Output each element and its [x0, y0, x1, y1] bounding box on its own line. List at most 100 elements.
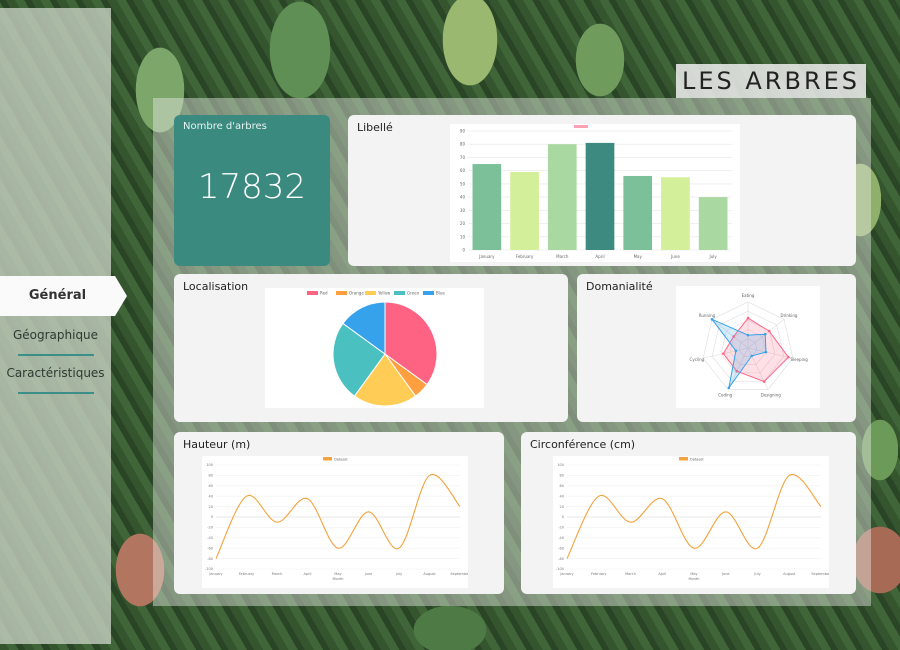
radar-axis-label: Drinking [781, 313, 798, 318]
radar-point [710, 318, 714, 321]
legend-swatch [394, 291, 405, 295]
localisation-title: Localisation [183, 280, 249, 293]
bar [623, 175, 653, 250]
libelle-bar-chart: 0 10 20 30 40 50 60 70 80 90 January February March A… [460, 125, 732, 259]
x-tick-label: January [559, 572, 573, 576]
localisation-pie-chart: Red Orange Yellow Green Blue [307, 291, 445, 407]
x-tick-label: August [423, 572, 436, 576]
radar-point [734, 349, 738, 353]
circonference-chart-area: Dataset -100 -80 -60 -40 -20 0 20 40 60 80 100 Janua… [553, 456, 831, 588]
y-tick-label: -40 [207, 536, 213, 540]
legend-swatch [365, 291, 376, 295]
x-tick-label: February [591, 572, 607, 576]
pie-slice [353, 353, 417, 407]
x-tick-label: May [334, 572, 341, 576]
radar-point [764, 350, 768, 354]
radar-point [746, 333, 750, 337]
radar-axis-label: Sleeping [790, 357, 808, 362]
radar-series [722, 317, 790, 383]
y-tick-label: 10 [460, 234, 466, 239]
legend-swatch [423, 291, 434, 295]
libelle-chart-area: 0 10 20 30 40 50 60 70 80 90 January February March A… [450, 124, 740, 262]
domanialite-card: Domanialité Eating Drinking Sleeping Design… [577, 274, 856, 422]
y-tick-label: -100 [556, 567, 564, 571]
y-tick-label: 40 [209, 494, 213, 498]
x-axis-label: Month [689, 577, 700, 581]
page-title: LES ARBRES [676, 64, 866, 98]
radar-ring [738, 338, 758, 357]
radar-point [732, 335, 735, 338]
bar [698, 197, 728, 250]
series-line [566, 473, 822, 559]
radar-ring [729, 329, 767, 365]
nav-item-caracteristiques[interactable]: Caractéristiques [6, 366, 105, 380]
y-tick-label: 60 [209, 484, 213, 488]
y-tick-label: -80 [558, 557, 564, 561]
hauteur-chart-area: Dataset -100 -80 -60 -40 -20 0 20 40 60 80 100 Janua… [202, 456, 470, 588]
x-tick-label: May [690, 572, 697, 576]
x-tick-label: June [721, 572, 730, 576]
tree-count-title: Nombre d'arbres [183, 121, 267, 132]
x-tick-label: February [516, 254, 534, 259]
localisation-chart-area: Red Orange Yellow Green Blue [265, 288, 484, 408]
bar [472, 164, 502, 250]
bar [510, 171, 539, 250]
x-tick-label: March [272, 572, 283, 576]
x-tick-label: July [395, 572, 402, 576]
y-tick-label: 20 [209, 505, 213, 509]
radar-point [762, 380, 766, 383]
y-tick-label: 20 [560, 505, 564, 509]
x-tick-label: May [634, 254, 643, 259]
y-tick-label: -40 [558, 536, 564, 540]
y-tick-label: 80 [209, 474, 213, 478]
circonference-card: Circonférence (cm) Dataset -100 -80 -60 -40 -… [521, 432, 856, 594]
pie-slice [384, 301, 438, 386]
y-tick-label: 60 [460, 168, 466, 173]
pie-slice [332, 322, 386, 397]
x-tick-label: April [304, 572, 312, 576]
hauteur-line-chart: Dataset -100 -80 -60 -40 -20 0 20 40 60 80 100 Janua… [205, 457, 470, 581]
domanialite-chart-area: Eating Drinking Sleeping Designing Coding Cyc… [676, 286, 820, 408]
x-tick-label: March [625, 572, 636, 576]
radar-point [727, 386, 731, 390]
localisation-card: Localisation Red Orange Yellow Green Blue [174, 274, 568, 422]
nav-item-geographique[interactable]: Géographique [12, 328, 99, 342]
y-tick-label: -100 [205, 567, 213, 571]
radar-point [722, 352, 725, 355]
x-tick-label: September [811, 572, 829, 576]
y-tick-label: 40 [460, 195, 466, 200]
domanialite-radar-chart: Eating Drinking Sleeping Designing Coding Cyc… [690, 293, 809, 398]
y-tick-label: 80 [460, 142, 466, 147]
hauteur-card: Hauteur (m) Dataset -100 -80 -60 -40 -20 0 20 40… [174, 432, 504, 594]
radar-point [746, 316, 750, 320]
y-tick-label: -60 [558, 546, 564, 550]
y-tick-label: 20 [460, 221, 466, 226]
y-tick-label: 100 [557, 463, 564, 467]
y-tick-label: 0 [562, 515, 564, 519]
libelle-title: Libellé [357, 121, 393, 134]
x-tick-label: January [208, 572, 222, 576]
y-tick-label: 0 [211, 515, 213, 519]
radar-spoke [703, 347, 749, 359]
y-tick-label: 0 [462, 248, 465, 253]
x-tick-label: July [753, 572, 760, 576]
radar-spoke [711, 319, 749, 349]
y-tick-label: 80 [560, 474, 564, 478]
tree-count-value: 17832 [197, 167, 307, 207]
legend-swatch [336, 291, 347, 295]
nav-divider [18, 392, 94, 394]
radar-ring [702, 301, 794, 390]
circonference-line-chart: Dataset -100 -80 -60 -40 -20 0 20 40 60 80 100 Janua… [556, 457, 831, 581]
radar-ring [720, 320, 776, 374]
y-tick-label: 90 [460, 129, 466, 134]
radar-ring [711, 310, 785, 382]
nav-item-general[interactable]: Général [0, 276, 127, 316]
pie-slice [342, 301, 386, 355]
radar-point [750, 354, 754, 358]
x-tick-label: July [709, 254, 718, 259]
bar [661, 177, 690, 250]
x-axis-label: Month [333, 577, 344, 581]
hauteur-title: Hauteur (m) [183, 438, 251, 451]
radar-spoke [747, 347, 793, 359]
radar-point [735, 369, 739, 373]
